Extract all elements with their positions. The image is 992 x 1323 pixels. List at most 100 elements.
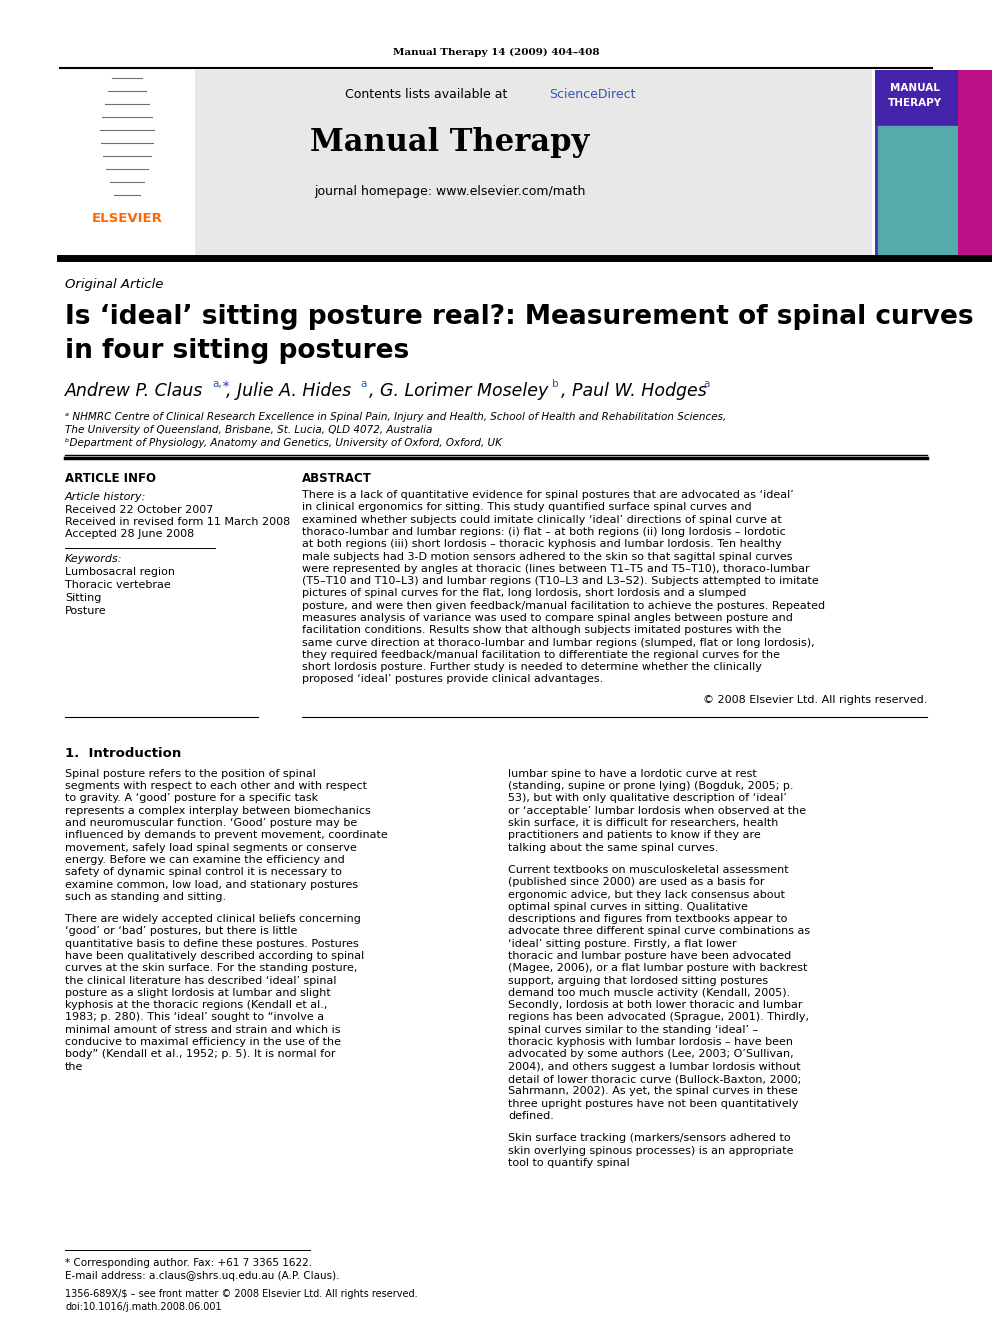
Text: detail of lower thoracic curve (Bullock-Baxton, 2000;: detail of lower thoracic curve (Bullock-… [508, 1074, 802, 1084]
Text: segments with respect to each other and with respect: segments with respect to each other and … [65, 781, 367, 791]
Text: demand too much muscle activity (Kendall, 2005).: demand too much muscle activity (Kendall… [508, 988, 791, 998]
Text: , G. Lorimer Moseley: , G. Lorimer Moseley [369, 382, 549, 400]
Text: Secondly, lordosis at both lower thoracic and lumbar: Secondly, lordosis at both lower thoraci… [508, 1000, 803, 1011]
Text: The University of Queensland, Brisbane, St. Lucia, QLD 4072, Australia: The University of Queensland, Brisbane, … [65, 425, 433, 435]
Text: (standing, supine or prone lying) (Bogduk, 2005; p.: (standing, supine or prone lying) (Bogdu… [508, 781, 794, 791]
Text: * Corresponding author. Fax: +61 7 3365 1622.: * Corresponding author. Fax: +61 7 3365 … [65, 1258, 312, 1267]
Text: examine common, low load, and stationary postures: examine common, low load, and stationary… [65, 880, 358, 889]
Text: posture as a slight lordosis at lumbar and slight: posture as a slight lordosis at lumbar a… [65, 988, 330, 998]
Text: same curve direction at thoraco-lumbar and lumbar regions (slumped, flat or long: same curve direction at thoraco-lumbar a… [302, 638, 814, 647]
Text: lumbar spine to have a lordotic curve at rest: lumbar spine to have a lordotic curve at… [508, 769, 757, 779]
Text: energy. Before we can examine the efficiency and: energy. Before we can examine the effici… [65, 855, 345, 865]
Text: in clinical ergonomics for sitting. This study quantified surface spinal curves : in clinical ergonomics for sitting. This… [302, 503, 752, 512]
Text: movement, safely load spinal segments or conserve: movement, safely load spinal segments or… [65, 843, 357, 852]
Text: 1356-689X/$ – see front matter © 2008 Elsevier Ltd. All rights reserved.: 1356-689X/$ – see front matter © 2008 El… [65, 1289, 418, 1299]
Text: tool to quantify spinal: tool to quantify spinal [508, 1158, 630, 1168]
Text: or ‘acceptable’ lumbar lordosis when observed at the: or ‘acceptable’ lumbar lordosis when obs… [508, 806, 806, 816]
Text: There is a lack of quantitative evidence for spinal postures that are advocated : There is a lack of quantitative evidence… [302, 490, 794, 500]
Text: Current textbooks on musculoskeletal assessment: Current textbooks on musculoskeletal ass… [508, 865, 789, 875]
Text: body” (Kendall et al., 1952; p. 5). It is normal for: body” (Kendall et al., 1952; p. 5). It i… [65, 1049, 335, 1060]
Text: thoraco-lumbar and lumbar regions: (i) flat – at both regions (ii) long lordosis: thoraco-lumbar and lumbar regions: (i) f… [302, 527, 786, 537]
Text: ᵇDepartment of Physiology, Anatomy and Genetics, University of Oxford, Oxford, U: ᵇDepartment of Physiology, Anatomy and G… [65, 438, 502, 448]
Text: Spinal posture refers to the position of spinal: Spinal posture refers to the position of… [65, 769, 315, 779]
Text: represents a complex interplay between biomechanics: represents a complex interplay between b… [65, 806, 371, 816]
Text: Keywords:: Keywords: [65, 554, 122, 564]
Text: measures analysis of variance was used to compare spinal angles between posture : measures analysis of variance was used t… [302, 613, 793, 623]
Text: 1983; p. 280). This ‘ideal’ sought to “involve a: 1983; p. 280). This ‘ideal’ sought to “i… [65, 1012, 324, 1023]
Text: Manual Therapy: Manual Therapy [310, 127, 589, 159]
Text: 1.  Introduction: 1. Introduction [65, 746, 182, 759]
Text: advocated by some authors (Lee, 2003; O’Sullivan,: advocated by some authors (Lee, 2003; O’… [508, 1049, 794, 1060]
Text: Skin surface tracking (markers/sensors adhered to: Skin surface tracking (markers/sensors a… [508, 1134, 791, 1143]
Text: Thoracic vertebrae: Thoracic vertebrae [65, 579, 171, 590]
Text: kyphosis at the thoracic regions (Kendall et al.,: kyphosis at the thoracic regions (Kendal… [65, 1000, 327, 1011]
Text: they required feedback/manual facilitation to differentiate the regional curves : they required feedback/manual facilitati… [302, 650, 780, 660]
Text: Contents lists available at: Contents lists available at [345, 89, 511, 102]
Text: doi:10.1016/j.math.2008.06.001: doi:10.1016/j.math.2008.06.001 [65, 1302, 221, 1312]
Text: pictures of spinal curves for the flat, long lordosis, short lordosis and a slum: pictures of spinal curves for the flat, … [302, 589, 746, 598]
Text: MANUAL: MANUAL [890, 83, 940, 93]
Text: practitioners and patients to know if they are: practitioners and patients to know if th… [508, 831, 761, 840]
Text: (Magee, 2006), or a flat lumbar posture with backrest: (Magee, 2006), or a flat lumbar posture … [508, 963, 807, 974]
Text: the clinical literature has described ‘ideal’ spinal: the clinical literature has described ‘i… [65, 975, 336, 986]
Text: thoracic and lumbar posture have been advocated: thoracic and lumbar posture have been ad… [508, 951, 792, 960]
Text: have been qualitatively described according to spinal: have been qualitatively described accord… [65, 951, 364, 960]
Text: b: b [552, 378, 558, 389]
Text: thoracic kyphosis with lumbar lordosis – have been: thoracic kyphosis with lumbar lordosis –… [508, 1037, 793, 1046]
Text: ABSTRACT: ABSTRACT [302, 472, 372, 486]
Text: descriptions and figures from textbooks appear to: descriptions and figures from textbooks … [508, 914, 788, 923]
Text: conducive to maximal efficiency in the use of the: conducive to maximal efficiency in the u… [65, 1037, 341, 1046]
Text: 53), but with only qualitative description of ‘ideal’: 53), but with only qualitative descripti… [508, 794, 787, 803]
Text: support, arguing that lordosed sitting postures: support, arguing that lordosed sitting p… [508, 975, 768, 986]
Text: safety of dynamic spinal control it is necessary to: safety of dynamic spinal control it is n… [65, 867, 342, 877]
Text: ARTICLE INFO: ARTICLE INFO [65, 472, 156, 486]
Text: minimal amount of stress and strain and which is: minimal amount of stress and strain and … [65, 1025, 340, 1035]
Text: a: a [703, 378, 709, 389]
Text: There are widely accepted clinical beliefs concerning: There are widely accepted clinical belie… [65, 914, 361, 923]
Text: a,∗: a,∗ [212, 378, 230, 389]
Text: were represented by angles at thoracic (lines between T1–T5 and T5–T10), thoraco: were represented by angles at thoracic (… [302, 564, 809, 574]
Text: ELSEVIER: ELSEVIER [91, 212, 163, 225]
FancyBboxPatch shape [878, 126, 958, 255]
Text: Is ‘ideal’ sitting posture real?: Measurement of spinal curves: Is ‘ideal’ sitting posture real?: Measur… [65, 304, 973, 329]
Text: E-mail address: a.claus@shrs.uq.edu.au (A.P. Claus).: E-mail address: a.claus@shrs.uq.edu.au (… [65, 1271, 339, 1281]
Text: Sitting: Sitting [65, 593, 101, 603]
Text: talking about the same spinal curves.: talking about the same spinal curves. [508, 843, 718, 852]
Text: Article history:: Article history: [65, 492, 147, 501]
Text: 2004), and others suggest a lumbar lordosis without: 2004), and others suggest a lumbar lordo… [508, 1061, 801, 1072]
Text: to gravity. A ‘good’ posture for a specific task: to gravity. A ‘good’ posture for a speci… [65, 794, 318, 803]
Text: ergonomic advice, but they lack consensus about: ergonomic advice, but they lack consensu… [508, 889, 785, 900]
Text: such as standing and sitting.: such as standing and sitting. [65, 892, 226, 902]
Text: optimal spinal curves in sitting. Qualitative: optimal spinal curves in sitting. Qualit… [508, 902, 748, 912]
Text: Manual Therapy 14 (2009) 404–408: Manual Therapy 14 (2009) 404–408 [393, 48, 599, 57]
Text: male subjects had 3-D motion sensors adhered to the skin so that sagittal spinal: male subjects had 3-D motion sensors adh… [302, 552, 793, 561]
Text: (T5–T10 and T10–L3) and lumbar regions (T10–L3 and L3–S2). Subjects attempted to: (T5–T10 and T10–L3) and lumbar regions (… [302, 576, 818, 586]
Text: , Paul W. Hodges: , Paul W. Hodges [561, 382, 706, 400]
Text: at both regions (iii) short lordosis – thoracic kyphosis and lumbar lordosis. Te: at both regions (iii) short lordosis – t… [302, 540, 782, 549]
FancyBboxPatch shape [60, 70, 195, 255]
Text: short lordosis posture. Further study is needed to determine whether the clinica: short lordosis posture. Further study is… [302, 663, 762, 672]
Text: regions has been advocated (Sprague, 2001). Thirdly,: regions has been advocated (Sprague, 200… [508, 1012, 809, 1023]
Text: three upright postures have not been quantitatively: three upright postures have not been qua… [508, 1098, 799, 1109]
Text: examined whether subjects could imitate clinically ‘ideal’ directions of spinal : examined whether subjects could imitate … [302, 515, 782, 525]
Text: quantitative basis to define these postures. Postures: quantitative basis to define these postu… [65, 939, 359, 949]
FancyBboxPatch shape [875, 70, 992, 124]
FancyBboxPatch shape [958, 70, 992, 255]
Text: proposed ‘ideal’ postures provide clinical advantages.: proposed ‘ideal’ postures provide clinic… [302, 675, 603, 684]
Text: defined.: defined. [508, 1111, 554, 1121]
Text: ᵃ NHMRC Centre of Clinical Research Excellence in Spinal Pain, Injury and Health: ᵃ NHMRC Centre of Clinical Research Exce… [65, 411, 726, 422]
Text: ‘ideal’ sitting posture. Firstly, a flat lower: ‘ideal’ sitting posture. Firstly, a flat… [508, 939, 737, 949]
Text: a: a [360, 378, 366, 389]
Text: the: the [65, 1061, 83, 1072]
Text: skin overlying spinous processes) is an appropriate: skin overlying spinous processes) is an … [508, 1146, 794, 1155]
Text: Original Article: Original Article [65, 278, 164, 291]
Text: Sahrmann, 2002). As yet, the spinal curves in these: Sahrmann, 2002). As yet, the spinal curv… [508, 1086, 798, 1097]
Text: Received in revised form 11 March 2008: Received in revised form 11 March 2008 [65, 517, 291, 527]
Text: Accepted 28 June 2008: Accepted 28 June 2008 [65, 529, 194, 538]
Text: , Julie A. Hides: , Julie A. Hides [226, 382, 351, 400]
Text: spinal curves similar to the standing ‘ideal’ –: spinal curves similar to the standing ‘i… [508, 1025, 758, 1035]
Text: Posture: Posture [65, 606, 106, 617]
FancyBboxPatch shape [60, 70, 872, 255]
Text: ‘good’ or ‘bad’ postures, but there is little: ‘good’ or ‘bad’ postures, but there is l… [65, 926, 298, 937]
Text: facilitation conditions. Results show that although subjects imitated postures w: facilitation conditions. Results show th… [302, 626, 782, 635]
